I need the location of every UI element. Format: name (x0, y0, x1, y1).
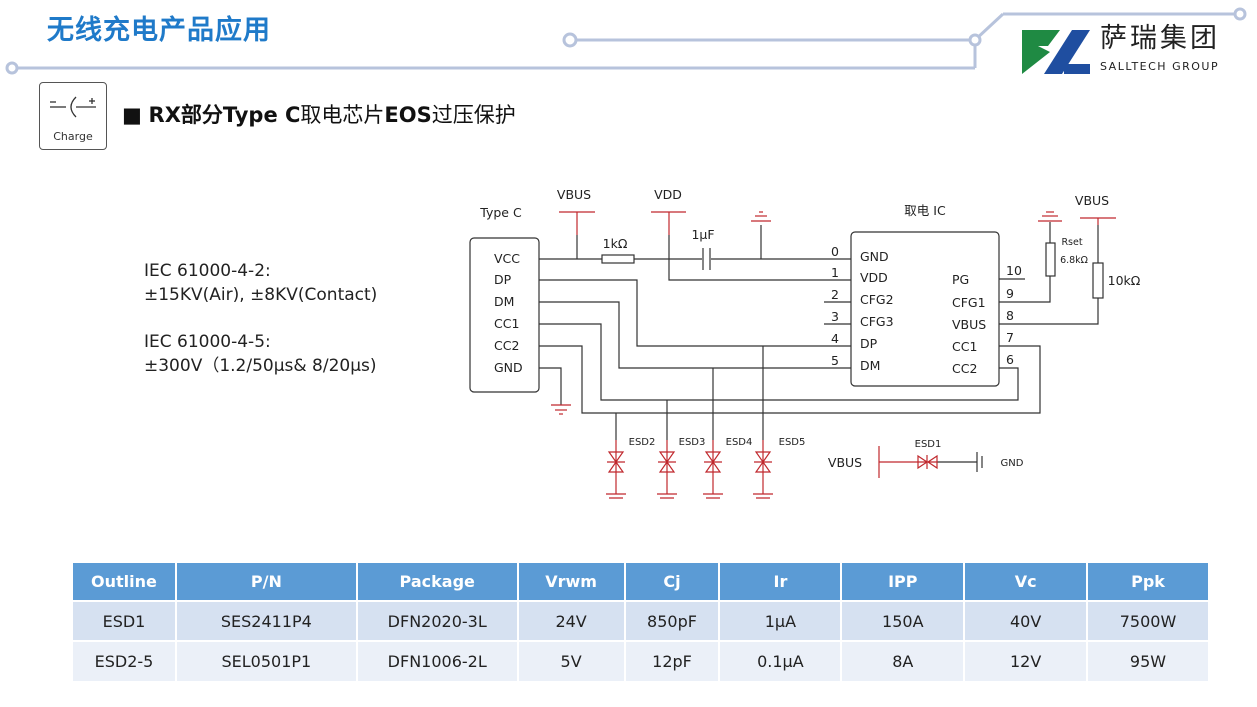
ic-pin-number: 5 (831, 353, 839, 368)
table-cell: ESD2-5 (73, 640, 177, 681)
ic-pin-number: 9 (1006, 286, 1014, 301)
ic-pin-label: CC2 (952, 361, 977, 376)
column-header: Vc (964, 563, 1089, 601)
ic-pin-label: GND (860, 249, 889, 264)
column-header: Package (356, 563, 519, 601)
table-cell: 24V (517, 600, 626, 641)
salltech-logo-icon (1022, 30, 1090, 74)
table-cell: 7500W (1087, 600, 1210, 641)
vbus-label-right: VBUS (1075, 193, 1109, 208)
table-cell: 12V (964, 640, 1089, 681)
wires (469, 222, 1104, 472)
typec-pin-label: DP (494, 272, 512, 287)
table-cell: 12pF (624, 640, 721, 681)
iec-61000-4-5: IEC 61000-4-5: ±300V（1.2/50μs& 8/20μs) (144, 332, 377, 376)
esd-diodes (606, 440, 773, 499)
rset-value: 6.8kΩ (1060, 255, 1088, 266)
column-header: Vrwm (517, 563, 626, 601)
schematic: VBUS VDD 1kΩ 1μF Type C 取电 IC VBUS Rset 6.8k… (469, 187, 1141, 499)
table-cell: DFN2020-3L (356, 600, 519, 641)
typec-title: Type C (479, 205, 522, 220)
table-cell: 150A (841, 600, 966, 641)
logo-text: 萨瑞集团 (1100, 23, 1220, 54)
esd1-diode (878, 446, 938, 478)
ic-pin-label: CFG1 (952, 295, 986, 310)
column-header: Outline (73, 563, 177, 601)
iec-61000-4-2: IEC 61000-4-2: ±15KV(Air), ±8KV(Contact) (144, 261, 378, 305)
esd2-label: ESD2 (629, 437, 656, 448)
section-heading: ■ RX部分Type C取电芯片EOS过压保护 (122, 103, 516, 127)
typec-pin-label: CC2 (494, 338, 519, 353)
ic-pin-number: 10 (1006, 263, 1022, 278)
table-cell: SES2411P4 (175, 600, 358, 641)
table-cell: 850pF (624, 600, 721, 641)
column-header: P/N (175, 563, 358, 601)
logo-subtext: SALLTECH GROUP (1100, 60, 1220, 73)
typec-pin-label: DM (494, 294, 514, 309)
rset-label: Rset (1061, 237, 1082, 248)
column-header: IPP (841, 563, 966, 601)
table-cell: 40V (964, 600, 1089, 641)
r1-label: 1kΩ (603, 236, 628, 251)
typec-pin-label: GND (494, 360, 523, 375)
table-cell: SEL0501P1 (175, 640, 358, 681)
ic-pin-label: CC1 (952, 339, 977, 354)
table-row: ESD2-5 SEL0501P1 DFN1006-2L 5V 12pF 0.1μA 8A 12… (73, 640, 1210, 681)
ic-pin-label: VBUS (952, 317, 986, 332)
table-cell: 1μA (719, 600, 843, 641)
charge-label: Charge (53, 130, 93, 143)
table-cell: 0.1μA (719, 640, 843, 681)
red-symbols (551, 211, 1116, 499)
table-row: ESD1 SES2411P4 DFN2020-3L 24V 850pF 1μA 150A 40… (73, 600, 1210, 641)
ic-pin-number: 2 (831, 287, 839, 302)
esd5-label: ESD5 (779, 437, 806, 448)
table-cell: 5V (517, 640, 626, 681)
ic-pin-number: 7 (1006, 330, 1014, 345)
typec-box (469, 237, 540, 393)
esd-spec-table: Outline P/N Package Vrwm Cj Ir IPP Vc Ppk ESD1 SE… (73, 563, 1210, 681)
esd1-vbus-label: VBUS (828, 455, 862, 470)
esd3-label: ESD3 (679, 437, 706, 448)
c1-label: 1μF (691, 227, 714, 242)
esd1-label: ESD1 (915, 439, 942, 450)
typec-pin-label: CC1 (494, 316, 519, 331)
column-header: Cj (624, 563, 721, 601)
column-header: Ir (719, 563, 843, 601)
ic-pin-number: 8 (1006, 308, 1014, 323)
column-header: Ppk (1087, 563, 1210, 601)
ic-pin-label: PG (952, 272, 969, 287)
ic-pin-label: CFG2 (860, 292, 894, 307)
table-cell: ESD1 (73, 600, 177, 641)
esd4-label: ESD4 (726, 437, 753, 448)
ic-title: 取电 IC (904, 203, 946, 218)
vdd-label: VDD (654, 187, 682, 202)
ic-pin-label: CFG3 (860, 314, 894, 329)
charge-icon: Charge (39, 82, 107, 150)
page-title: 无线充电产品应用 (47, 15, 271, 46)
ic-pin-number: 6 (1006, 352, 1014, 367)
ic-box (850, 231, 1000, 387)
ic-pin-number: 1 (831, 265, 839, 280)
ic-pin-label: DM (860, 358, 880, 373)
table-header-row: Outline P/N Package Vrwm Cj Ir IPP Vc Ppk (73, 563, 1210, 601)
gnd-label: GND (1001, 458, 1024, 469)
table-cell: 95W (1087, 640, 1210, 681)
typec-pin-label: VCC (494, 251, 520, 266)
table-cell: 8A (841, 640, 966, 681)
ic-pin-number: 3 (831, 309, 839, 324)
header-decoration (5, 7, 1247, 75)
r2-label: 10kΩ (1108, 273, 1141, 288)
table-cell: DFN1006-2L (356, 640, 519, 681)
ic-pin-label: DP (860, 336, 878, 351)
ic-pin-number: 4 (831, 331, 839, 346)
vbus-label: VBUS (557, 187, 591, 202)
ic-pin-label: VDD (860, 270, 888, 285)
ic-pin-number: 0 (831, 244, 839, 259)
